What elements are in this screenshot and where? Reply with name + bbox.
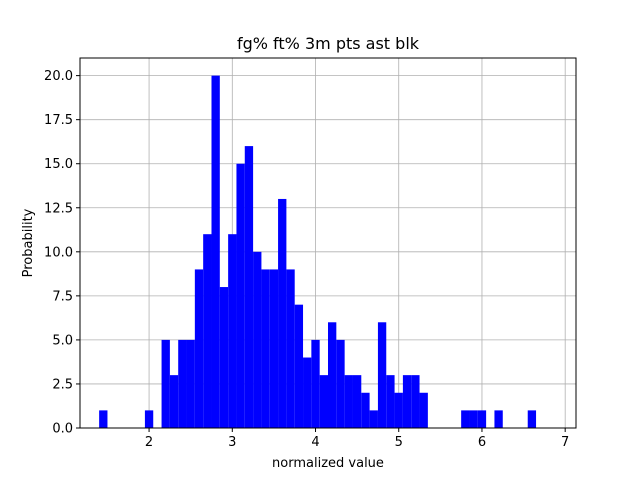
x-tick-label: 3 bbox=[228, 435, 236, 450]
histogram-bar bbox=[477, 410, 487, 428]
x-axis-label: normalized value bbox=[272, 456, 384, 471]
histogram-bars bbox=[99, 75, 537, 428]
histogram-bar bbox=[178, 339, 187, 428]
histogram-bar bbox=[394, 392, 403, 428]
histogram-bar bbox=[286, 269, 295, 428]
histogram-bar bbox=[461, 410, 470, 428]
histogram-bar bbox=[228, 234, 237, 428]
histogram-bar bbox=[328, 322, 337, 428]
histogram-bar bbox=[144, 410, 154, 428]
histogram-bar bbox=[203, 234, 212, 428]
histogram-bar bbox=[244, 146, 254, 428]
histogram-bar bbox=[369, 410, 378, 428]
histogram-bar bbox=[527, 410, 537, 428]
histogram-bar bbox=[469, 410, 478, 428]
y-axis-label: Probability bbox=[21, 208, 36, 277]
x-tick-label: 2 bbox=[145, 435, 153, 450]
histogram-bar bbox=[219, 287, 229, 428]
x-tick-label: 7 bbox=[561, 435, 569, 450]
histogram-bar bbox=[303, 357, 312, 428]
histogram-bar bbox=[311, 339, 320, 428]
histogram-bar bbox=[411, 375, 420, 428]
histogram-bar bbox=[236, 163, 245, 428]
y-tick-label: 0.0 bbox=[52, 422, 73, 437]
histogram-bar bbox=[402, 375, 412, 428]
plot-frame bbox=[79, 57, 577, 429]
y-tick-label: 7.5 bbox=[52, 289, 73, 304]
x-tick-label: 4 bbox=[311, 435, 319, 450]
histogram-bar bbox=[253, 251, 262, 428]
histogram-bar bbox=[386, 375, 395, 428]
histogram-bar bbox=[161, 339, 170, 428]
histogram-bar bbox=[278, 198, 287, 428]
x-tick-label: 6 bbox=[478, 435, 486, 450]
histogram-bar bbox=[99, 410, 108, 428]
histogram-bar bbox=[377, 322, 387, 428]
y-tick-label: 2.5 bbox=[52, 377, 73, 392]
histogram-bar bbox=[336, 339, 345, 428]
histogram-bar bbox=[294, 304, 304, 428]
histogram-bar bbox=[419, 392, 428, 428]
histogram-bar bbox=[211, 75, 220, 428]
histogram-bar bbox=[352, 375, 362, 428]
histogram-bar bbox=[319, 375, 328, 428]
histogram-bar bbox=[194, 269, 204, 428]
x-tick-label: 5 bbox=[395, 435, 403, 450]
chart-title: fg% ft% 3m pts ast blk bbox=[237, 34, 420, 53]
histogram-bar bbox=[261, 269, 270, 428]
y-tick-label: 12.5 bbox=[44, 201, 73, 216]
y-tick-label: 5.0 bbox=[52, 333, 73, 348]
histogram-bar bbox=[169, 375, 179, 428]
histogram-bar bbox=[361, 392, 370, 428]
histogram-bar bbox=[344, 375, 353, 428]
y-tick-label: 20.0 bbox=[44, 69, 73, 84]
axis-ticks: 2 3 4 5 6 7 0.0 2.5 5.0 7.5 10.0 12.5 15.0 17.5 20.0 bbox=[44, 69, 569, 450]
histogram-bar bbox=[494, 410, 503, 428]
histogram-bar bbox=[269, 269, 279, 428]
y-tick-label: 10.0 bbox=[44, 245, 73, 260]
y-tick-label: 17.5 bbox=[44, 113, 73, 128]
histogram-bar bbox=[186, 339, 195, 428]
y-tick-label: 15.0 bbox=[44, 157, 73, 172]
